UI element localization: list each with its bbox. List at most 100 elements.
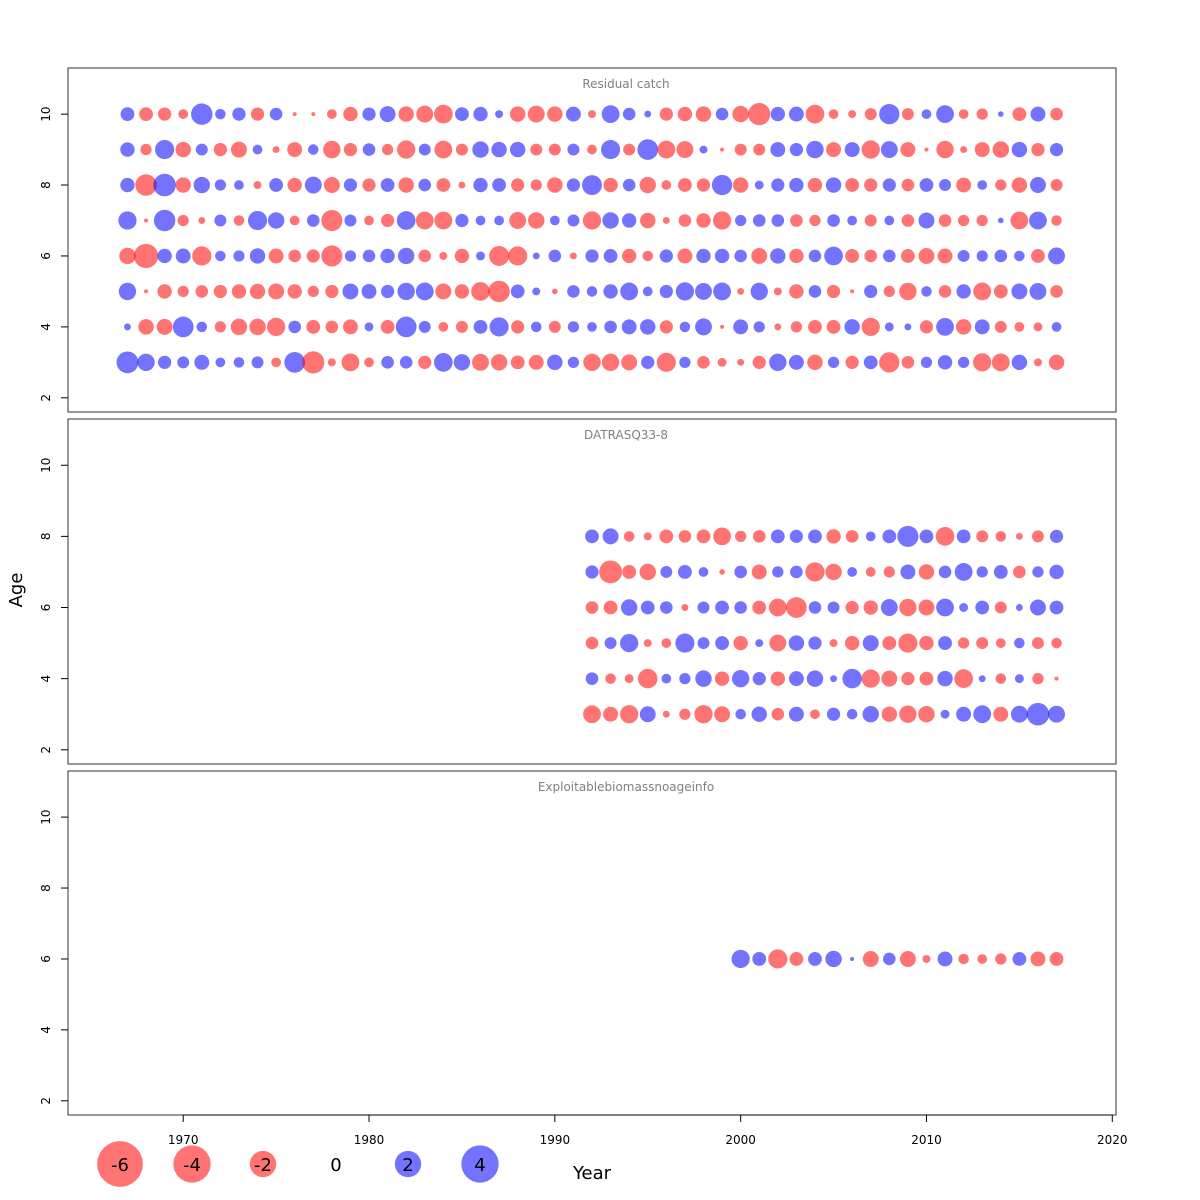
bubble-3-2004 [807, 354, 823, 371]
bubble-6-2015 [1014, 250, 1025, 262]
bubble-4-2012 [955, 319, 972, 335]
bubble-3-1986 [472, 353, 489, 371]
bubble-7-1982 [396, 211, 416, 230]
bubble-10-2016 [1030, 106, 1046, 122]
bubble-6-2012 [958, 953, 969, 965]
bubble-8-1979 [343, 178, 358, 192]
bubble-4-2003 [790, 321, 803, 333]
bubble-5-1974 [249, 283, 266, 300]
bubble-6-2004 [808, 952, 822, 966]
bubble-7-2011 [938, 565, 952, 579]
x-axis: 1970 1980 1990 2000 2010 2020 [168, 1114, 1128, 1147]
bubble-3-1980 [364, 357, 374, 368]
bubble-5-1981 [380, 284, 395, 299]
bubble-6-1996 [659, 249, 673, 263]
panel-1: Residual catch 2 4 6 8 10 [39, 67, 1117, 413]
bubble-9-1978 [323, 140, 341, 159]
bubble-4-1985 [455, 320, 468, 333]
x-tick-label: 1980 [354, 1133, 385, 1147]
bubble-4-1989 [530, 321, 542, 333]
bubble-3-2014 [993, 706, 1009, 722]
bubble-10-2011 [936, 105, 954, 124]
bubble-6-2005 [825, 950, 842, 968]
bubble-6-2000 [731, 949, 750, 969]
bubble-10-1978 [326, 109, 337, 119]
bubble-10-1990 [547, 106, 563, 122]
bubble-10-1982 [398, 106, 414, 122]
bubble-6-1977 [306, 249, 320, 263]
bubble-5-1986 [471, 282, 490, 301]
y-tick-label: 4 [39, 323, 53, 331]
bubble-6-1984 [439, 251, 448, 260]
bubble-7-2009 [901, 214, 915, 227]
bubble-9-2006 [844, 142, 860, 158]
bubble-7-1997 [678, 214, 692, 227]
bubble-5-2008 [883, 285, 895, 298]
bubble-4-2013 [974, 319, 990, 335]
y-tick-label: 6 [39, 604, 53, 612]
bubble-4-1972 [214, 321, 227, 333]
bubble-8-1970 [175, 177, 191, 193]
bubble-4-1992 [585, 672, 599, 685]
y-tick-label: 8 [39, 884, 53, 892]
bubble-7-2014 [997, 217, 1004, 224]
bubble-6-2000 [734, 601, 747, 614]
bubble-7-1967 [118, 211, 137, 230]
bubble-4-2010 [919, 320, 934, 334]
bubble-6-2014 [994, 249, 1008, 263]
bubble-6-2010 [922, 954, 931, 963]
bubble-5-1984 [435, 283, 452, 300]
bubble-4-2016 [1032, 673, 1044, 685]
bubble-6-2007 [862, 950, 879, 967]
bubble-7-1991 [567, 214, 580, 227]
bubble-7-1971 [198, 217, 206, 224]
bubble-8-1978 [323, 177, 340, 193]
bubble-9-1996 [657, 140, 676, 159]
bubble-4-1983 [418, 320, 431, 333]
bubble-6-1997 [681, 604, 689, 611]
bubble-8-1974 [253, 181, 262, 190]
bubble-8-2015 [1015, 532, 1023, 540]
bubble-4-1996 [661, 673, 672, 684]
bubble-5-1996 [661, 638, 672, 648]
bubble-8-1999 [713, 527, 731, 546]
bubble-6-1999 [714, 248, 730, 264]
bubble-6-1982 [397, 247, 415, 265]
bubble-5-1993 [604, 637, 617, 650]
bubble-9-1982 [397, 140, 416, 159]
bubble-5-1999 [713, 282, 731, 301]
bubble-3-2011 [940, 709, 950, 719]
bubble-8-2015 [1011, 177, 1028, 193]
panel-title: Residual catch [582, 77, 669, 91]
bubble-7-2002 [771, 214, 785, 227]
bubble-10-1989 [527, 105, 545, 123]
bubble-4-2000 [733, 319, 749, 335]
bubble-4-2015 [1014, 674, 1024, 684]
bubble-9-1971 [195, 143, 208, 156]
bubble-3-1982 [399, 356, 413, 369]
bubble-8-2005 [825, 177, 842, 193]
bubble-7-1992 [582, 211, 602, 230]
y-tick-label: 6 [39, 955, 53, 963]
bubble-6-1976 [288, 249, 301, 263]
bubble-10-1974 [250, 107, 265, 121]
bubble-5-1988 [510, 284, 525, 299]
bubble-5-1976 [287, 284, 302, 299]
bubble-5-1987 [488, 280, 510, 303]
bubble-3-2007 [863, 355, 878, 370]
bubble-5-2002 [769, 634, 787, 652]
bubble-8-2013 [977, 180, 988, 190]
bubble-5-1971 [195, 285, 209, 298]
bubble-10-1967 [120, 107, 135, 122]
bubble-7-1969 [153, 209, 176, 232]
bubble-10-2008 [879, 103, 900, 125]
bubble-3-1990 [547, 354, 563, 371]
bubble-3-2012 [956, 706, 972, 722]
bubble-6-2007 [863, 600, 878, 615]
y-tick-label: 6 [39, 252, 53, 260]
bubble-8-2007 [864, 178, 878, 192]
x-tick-label: 2000 [725, 1133, 756, 1147]
bubble-5-2012 [956, 284, 971, 299]
bubble-3-2011 [937, 355, 953, 370]
